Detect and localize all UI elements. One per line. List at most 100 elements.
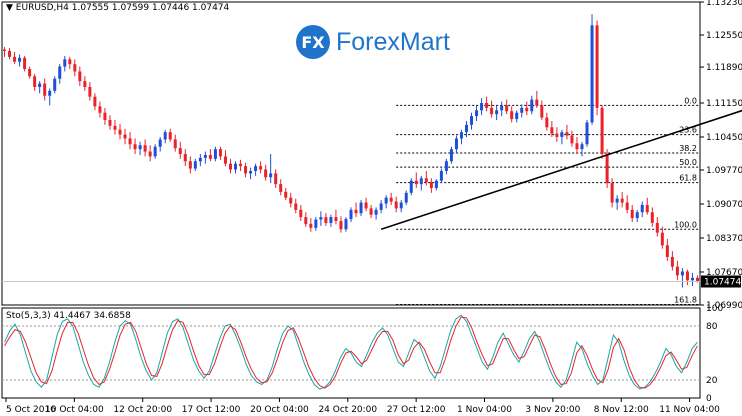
candle: [670, 251, 674, 271]
candle-body: [334, 217, 338, 221]
candle-body: [193, 161, 197, 169]
candle: [590, 14, 594, 125]
candle-body: [8, 51, 12, 57]
candle-body: [695, 277, 699, 282]
candle: [274, 169, 278, 188]
candle: [118, 123, 122, 140]
candle: [334, 209, 338, 225]
candle-body: [620, 198, 624, 203]
candle: [133, 138, 137, 154]
candle-body: [163, 132, 167, 140]
candle-body: [434, 180, 438, 188]
candle: [244, 162, 248, 178]
candle: [68, 56, 72, 70]
candle-body: [480, 103, 484, 111]
candle-body: [439, 170, 443, 181]
candle: [108, 115, 112, 130]
candle-body: [520, 107, 524, 113]
candle: [264, 164, 268, 181]
price-axis[interactable]: 1.13230 1.12550 1.11890 1.11150 1.10450 1.097…: [2, 0, 742, 311]
time-tick-label: 20 Oct 04:00: [250, 405, 309, 415]
candle: [178, 141, 182, 159]
candle: [48, 88, 52, 106]
candle-body: [625, 202, 629, 210]
fibonacci-label: 23.6: [679, 126, 697, 135]
candle-body: [68, 59, 72, 65]
candle-body: [118, 129, 122, 135]
candle: [389, 192, 393, 205]
candle: [158, 136, 162, 152]
candle-body: [354, 209, 358, 214]
candle: [213, 146, 217, 162]
candle-body: [379, 203, 383, 210]
candle-body: [570, 135, 574, 144]
candle-body: [545, 117, 549, 128]
candle-body: [244, 166, 248, 174]
time-tick-label: 27 Oct 12:00: [387, 405, 446, 415]
candle-body: [33, 76, 37, 87]
candle-body: [198, 157, 202, 162]
candle-body: [565, 132, 569, 136]
candle-body: [660, 232, 664, 246]
fibonacci-label: 161.8: [674, 296, 697, 305]
candle: [168, 128, 172, 142]
current-price-badge: [701, 275, 741, 288]
price-panel-border: [1, 1, 701, 306]
candle-body: [530, 99, 534, 112]
candle-body: [510, 111, 514, 120]
candle: [364, 197, 368, 212]
candle-body: [83, 81, 87, 87]
symbol-label: EURUSD,H4: [15, 3, 69, 13]
candle-body: [284, 191, 288, 198]
candle: [208, 149, 212, 162]
candle-body: [43, 83, 47, 96]
candle-body: [500, 105, 504, 111]
fibonacci-label: 0.0: [684, 96, 697, 105]
candle-body: [329, 217, 333, 223]
candle: [530, 95, 534, 115]
candle-body: [409, 180, 413, 193]
candle: [319, 211, 323, 226]
candle: [374, 207, 378, 220]
candle: [640, 201, 644, 218]
candle: [359, 200, 363, 217]
candle: [254, 163, 258, 176]
price-tick-label: 1.13230: [706, 0, 742, 8]
candle: [660, 226, 664, 249]
candle-body: [680, 271, 684, 276]
candle-body: [449, 149, 453, 162]
candle-body: [138, 145, 142, 150]
candle: [78, 66, 82, 87]
candle-body: [645, 204, 649, 213]
candle: [384, 195, 388, 209]
candle-body: [454, 138, 458, 150]
candle: [439, 168, 443, 184]
candle-body: [535, 99, 539, 106]
time-tick-label: 12 Oct 20:00: [113, 405, 172, 415]
candle: [680, 268, 684, 288]
candle: [615, 195, 619, 210]
candle: [284, 187, 288, 201]
candle-body: [605, 153, 609, 184]
fibonacci-label: 50.0: [679, 158, 697, 167]
symbol-ohlc-header: ▼ EURUSD,H4 1.07555 1.07599 1.07446 1.07…: [6, 3, 229, 13]
candle: [228, 158, 232, 174]
candle: [18, 54, 22, 67]
candle-body: [279, 184, 283, 192]
candle: [555, 127, 559, 142]
candle: [490, 100, 494, 118]
candle-body: [670, 256, 674, 267]
candle: [434, 179, 438, 191]
candle-body: [38, 83, 42, 87]
candle: [63, 55, 67, 72]
candle: [560, 129, 564, 145]
candlestick-series: [3, 14, 699, 288]
fibonacci-label: 38.2: [679, 144, 697, 153]
candle: [329, 214, 333, 227]
candle: [459, 129, 463, 145]
candle-body: [18, 57, 22, 62]
candle: [394, 196, 398, 213]
price-tick-label: 1.09070: [706, 200, 742, 210]
candle: [505, 99, 509, 115]
